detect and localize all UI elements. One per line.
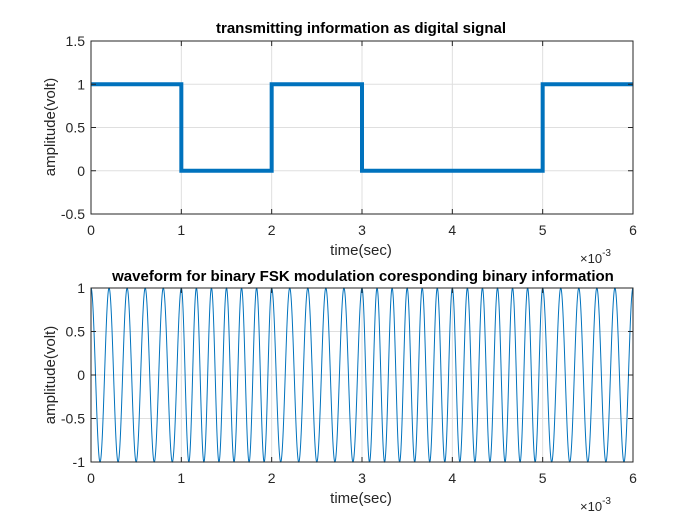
x-tick-label: 4 [448,222,456,238]
x-exponent-power: -3 [602,496,611,507]
x-tick-label: 0 [87,222,95,238]
x-tick-label: 4 [448,470,456,486]
fsk-waveform-chart: 0 1 2 3 4 5 6 -1 -0.5 0 0.5 1 waveform for binary … [42,268,637,514]
x-tick-label: 5 [539,222,547,238]
y-tick-label: -0.5 [61,411,85,427]
x-tick-label: 3 [358,470,366,486]
x-exponent-power: -3 [602,248,611,259]
x-tick-label: 6 [629,222,637,238]
x-axis-label: time(sec) [330,242,392,259]
x-tick-label: 5 [539,470,547,486]
y-tick-label: 1 [77,76,85,92]
x-tick-label: 2 [268,470,276,486]
chart-title: waveform for binary FSK modulation cores… [111,268,614,285]
x-exponent-label: ×10-3 [580,248,611,266]
x-exponent-base: ×10 [580,251,602,266]
tick-marks [90,40,634,215]
x-tick-label: 3 [358,222,366,238]
x-tick-label: 0 [87,470,95,486]
x-axis-label: time(sec) [330,490,392,507]
tick-marks [90,287,634,463]
y-axis-label: amplitude(volt) [42,78,59,176]
x-tick-label: 2 [268,222,276,238]
x-tick-label: 1 [177,222,185,238]
y-tick-label: 0.5 [66,120,86,136]
x-tick-labels: 0 1 2 3 4 5 6 [87,222,637,238]
x-exponent-base: ×10 [580,499,602,514]
y-tick-label: 1 [77,280,85,296]
y-tick-labels: -1 -0.5 0 0.5 1 [61,280,85,470]
y-tick-label: 0 [77,367,85,383]
x-tick-labels: 0 1 2 3 4 5 6 [87,470,637,486]
chart-title: transmitting information as digital sign… [216,20,506,37]
y-tick-label: -1 [73,454,86,470]
y-tick-label: 0.5 [66,324,86,340]
y-tick-label: 0 [77,163,85,179]
x-tick-label: 6 [629,470,637,486]
digital-signal-line [91,82,633,173]
y-tick-labels: -0.5 0 0.5 1 1.5 [61,33,85,222]
y-tick-label: 1.5 [66,33,86,49]
y-tick-label: -0.5 [61,206,85,222]
y-axis-label: amplitude(volt) [42,326,59,424]
x-tick-label: 1 [177,470,185,486]
x-exponent-label: ×10-3 [580,496,611,514]
